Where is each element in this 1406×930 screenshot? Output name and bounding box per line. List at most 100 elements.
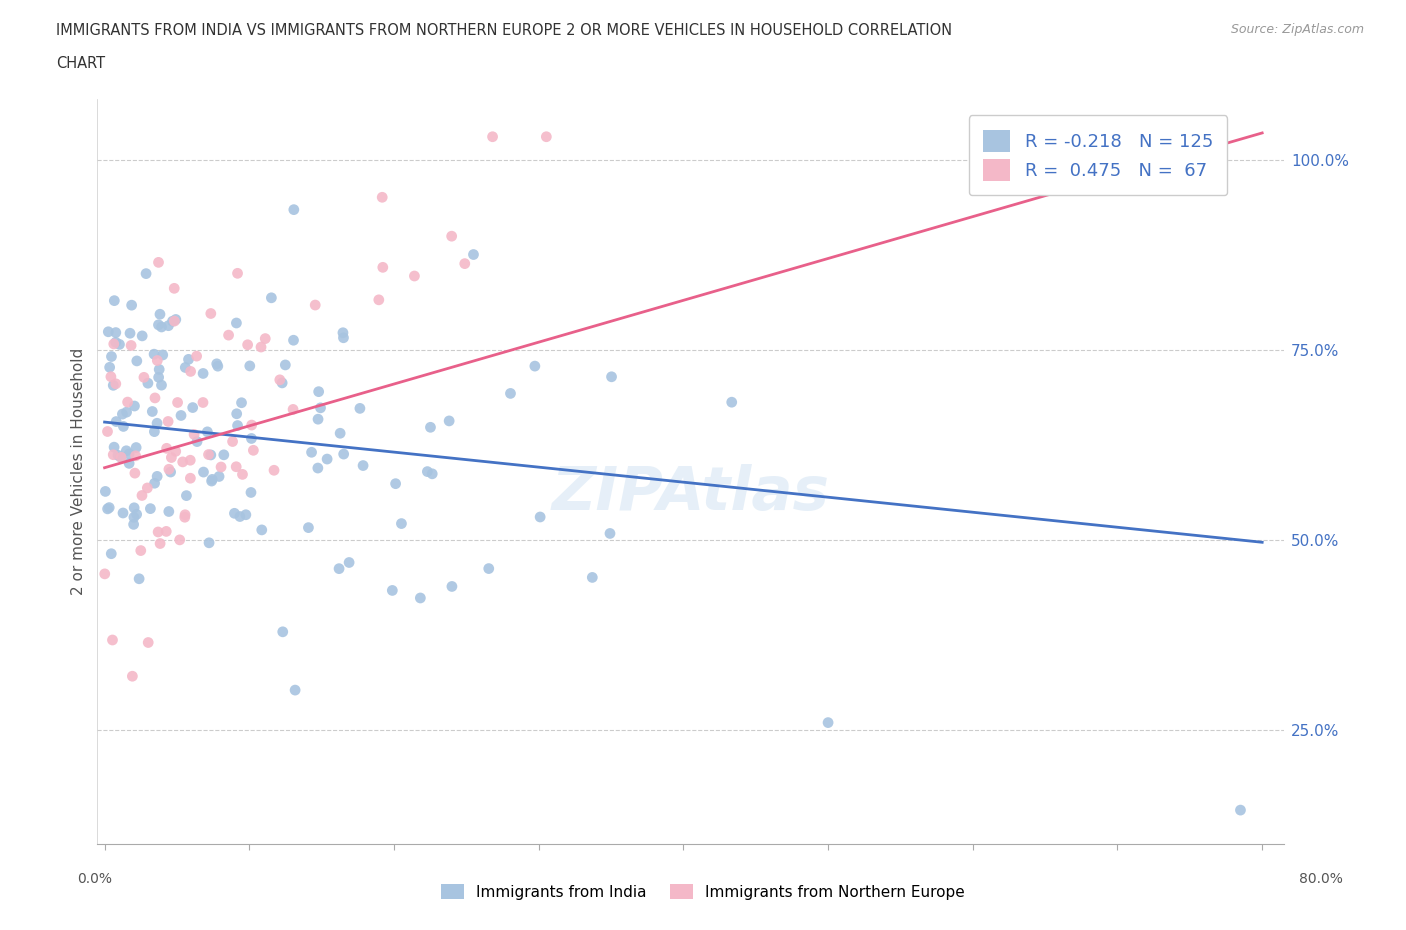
Point (110, 450, 132, 465)
Point (371, 259, 394, 274)
Point (205, 356, 228, 371)
Point (118, 446, 141, 461)
Text: IMMIGRANTS FROM INDIA VS IMMIGRANTS FROM NORTHERN EUROPE 2 OR MORE VEHICLES IN H: IMMIGRANTS FROM INDIA VS IMMIGRANTS FROM… (56, 23, 952, 38)
Point (284, 683, 307, 698)
Point (352, 458, 374, 473)
Point (115, 405, 138, 419)
Point (332, 446, 354, 461)
Point (195, 424, 218, 439)
Point (103, 293, 125, 308)
Point (437, 414, 460, 429)
Point (254, 331, 277, 346)
Point (141, 404, 163, 418)
Point (404, 269, 426, 284)
Point (143, 347, 166, 362)
Point (281, 402, 304, 417)
Y-axis label: 2 or more Vehicles in Household: 2 or more Vehicles in Household (72, 348, 86, 595)
Point (599, 526, 621, 541)
Point (229, 509, 252, 524)
Point (529, 510, 551, 525)
Point (260, 290, 283, 305)
Point (283, 333, 305, 348)
Point (118, 326, 141, 340)
Point (250, 339, 273, 354)
Point (157, 414, 180, 429)
Point (125, 440, 148, 455)
Point (201, 473, 224, 488)
Point (181, 400, 204, 415)
Legend: R = -0.218   N = 125, R =  0.475   N =  67: R = -0.218 N = 125, R = 0.475 N = 67 (969, 115, 1227, 195)
Point (332, 326, 354, 340)
Point (481, 129, 503, 144)
Point (136, 376, 159, 391)
Point (169, 533, 191, 548)
Point (149, 536, 172, 551)
Point (201, 472, 224, 486)
Point (156, 441, 179, 456)
Point (720, 394, 742, 409)
Point (103, 337, 125, 352)
Point (240, 431, 263, 445)
Point (160, 450, 183, 465)
Point (301, 445, 323, 459)
Point (104, 335, 127, 350)
Point (162, 313, 184, 328)
Point (269, 372, 291, 387)
Point (165, 444, 187, 458)
Point (136, 635, 159, 650)
Point (172, 455, 194, 470)
Point (139, 501, 162, 516)
Point (271, 624, 294, 639)
Point (463, 247, 485, 262)
Point (283, 202, 305, 217)
Point (307, 460, 329, 475)
Point (176, 488, 198, 503)
Point (157, 318, 180, 333)
Point (200, 447, 222, 462)
Point (207, 359, 229, 374)
Point (122, 510, 145, 525)
Point (148, 362, 170, 377)
Point (329, 426, 352, 441)
Point (149, 307, 172, 322)
Point (94, 566, 117, 581)
Point (307, 412, 329, 427)
Point (143, 391, 166, 405)
Point (499, 386, 522, 401)
Point (271, 376, 294, 391)
Point (111, 406, 134, 421)
Point (209, 459, 232, 474)
Point (97, 501, 120, 516)
Point (186, 434, 208, 449)
Point (132, 370, 155, 385)
Point (179, 453, 201, 468)
Point (146, 416, 169, 431)
Point (221, 434, 243, 449)
Point (391, 516, 413, 531)
Point (143, 476, 166, 491)
Point (179, 471, 201, 485)
Point (239, 358, 262, 373)
Point (150, 320, 173, 335)
Point (193, 465, 215, 480)
Point (416, 464, 439, 479)
Text: CHART: CHART (56, 56, 105, 71)
Point (371, 190, 394, 205)
Point (174, 508, 197, 523)
Point (332, 330, 354, 345)
Point (157, 462, 180, 477)
Point (96, 424, 118, 439)
Point (117, 394, 139, 409)
Point (124, 448, 146, 463)
Point (225, 459, 247, 474)
Point (125, 353, 148, 368)
Point (218, 327, 240, 342)
Point (146, 353, 169, 368)
Point (112, 419, 135, 434)
Point (101, 632, 124, 647)
Point (143, 424, 166, 439)
Point (166, 395, 188, 410)
Point (146, 469, 169, 484)
Point (231, 395, 253, 410)
Point (98, 500, 121, 515)
